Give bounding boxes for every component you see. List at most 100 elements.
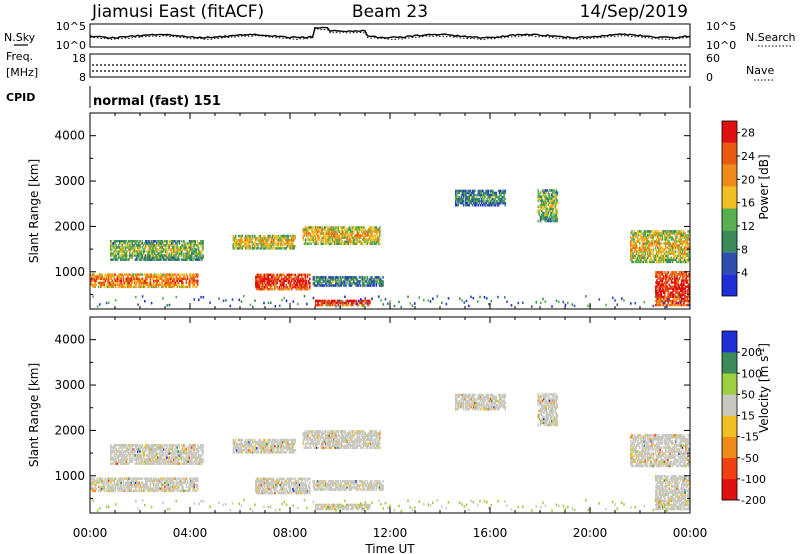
power-cell [128, 246, 130, 249]
power-cell [152, 244, 155, 247]
power-cell [551, 199, 553, 202]
velocity-cell [324, 480, 327, 483]
velocity-cell [191, 479, 193, 482]
power-cell [370, 232, 372, 235]
power-cell [241, 240, 244, 244]
power-cell [243, 294, 245, 298]
power-cell [540, 207, 543, 211]
power-cell [337, 234, 339, 237]
power-cell [194, 242, 196, 245]
power-cell [96, 275, 99, 278]
power-cell [348, 226, 351, 229]
power-cell [482, 193, 484, 197]
velocity-cell [304, 487, 307, 491]
power-cell [279, 236, 282, 240]
power-cell [357, 284, 360, 287]
power-cell [291, 234, 293, 238]
power-cell [151, 277, 154, 280]
power-cell [267, 243, 269, 246]
velocity-cell [270, 483, 273, 487]
power-cell [341, 226, 344, 229]
power-cell [368, 238, 371, 241]
power-cell [334, 228, 336, 231]
power-cell [365, 301, 368, 305]
power-cell [666, 242, 668, 245]
velocity-cell [136, 483, 138, 486]
power-cell [132, 277, 135, 280]
power-cell [671, 242, 674, 245]
velocity-cell [313, 484, 316, 487]
power-cell [192, 281, 194, 285]
power-cell [663, 238, 666, 241]
power-cell [685, 275, 687, 278]
power-cell [644, 234, 647, 237]
velocity-cell [267, 491, 269, 495]
power-cell [688, 250, 690, 253]
velocity-cell [283, 481, 285, 485]
power-cell [246, 238, 248, 242]
power-cell [152, 248, 155, 251]
power-cell [286, 243, 289, 246]
power-cell [186, 256, 189, 259]
power-cell [123, 250, 126, 253]
power-cell [668, 295, 671, 299]
power-cell [133, 246, 136, 249]
power-cell [305, 285, 308, 289]
velocity-cell [183, 479, 185, 482]
power-cell [375, 238, 378, 241]
velocity-cell [306, 491, 309, 495]
power-cell [380, 299, 382, 302]
power-cell [630, 302, 632, 305]
power-cell [493, 191, 495, 195]
velocity-cell [266, 483, 268, 487]
power-cell [639, 238, 641, 241]
power-cell [339, 232, 342, 235]
velocity-cell [259, 487, 262, 491]
power-cell [655, 234, 658, 237]
power-cell [119, 283, 121, 287]
velocity-cell [127, 485, 129, 489]
power-cell [671, 230, 674, 233]
power-cell [167, 244, 169, 247]
power-cell [423, 299, 425, 302]
power-cell [193, 244, 195, 247]
velocity-cell [358, 486, 361, 489]
power-cell [130, 283, 133, 287]
power-cell [362, 304, 364, 308]
power-cell [551, 213, 553, 217]
power-cell [114, 252, 117, 255]
power-cell [363, 236, 365, 239]
power-cell [473, 201, 475, 205]
velocity-cell [335, 482, 337, 485]
power-cell [687, 258, 689, 262]
velocity-cell [140, 481, 143, 484]
power-cell [668, 250, 670, 253]
power-cell [161, 256, 164, 259]
power-cell [407, 295, 409, 298]
power-cell [331, 238, 334, 241]
power-cell [632, 252, 634, 255]
power-cell [376, 276, 379, 279]
power-cell [131, 244, 133, 247]
power-cell [300, 277, 302, 281]
power-cell [283, 287, 285, 291]
power-cell [347, 238, 350, 241]
power-cell [248, 234, 250, 238]
velocity-cell [293, 485, 295, 489]
power-cell [189, 279, 191, 282]
power-cell [685, 279, 687, 282]
power-cell [256, 243, 258, 246]
power-cell [336, 236, 338, 239]
power-cell [664, 242, 667, 245]
velocity-cell [255, 485, 257, 489]
velocity-cell [345, 482, 347, 485]
velocity-cell [296, 489, 299, 493]
power-cell [640, 248, 642, 251]
power-cell [251, 245, 254, 248]
power-cell [685, 242, 687, 245]
power-cell [688, 283, 690, 286]
power-cell [343, 234, 345, 237]
power-cell [642, 250, 644, 253]
velocity-cell [181, 485, 183, 489]
power-cell [345, 303, 347, 307]
